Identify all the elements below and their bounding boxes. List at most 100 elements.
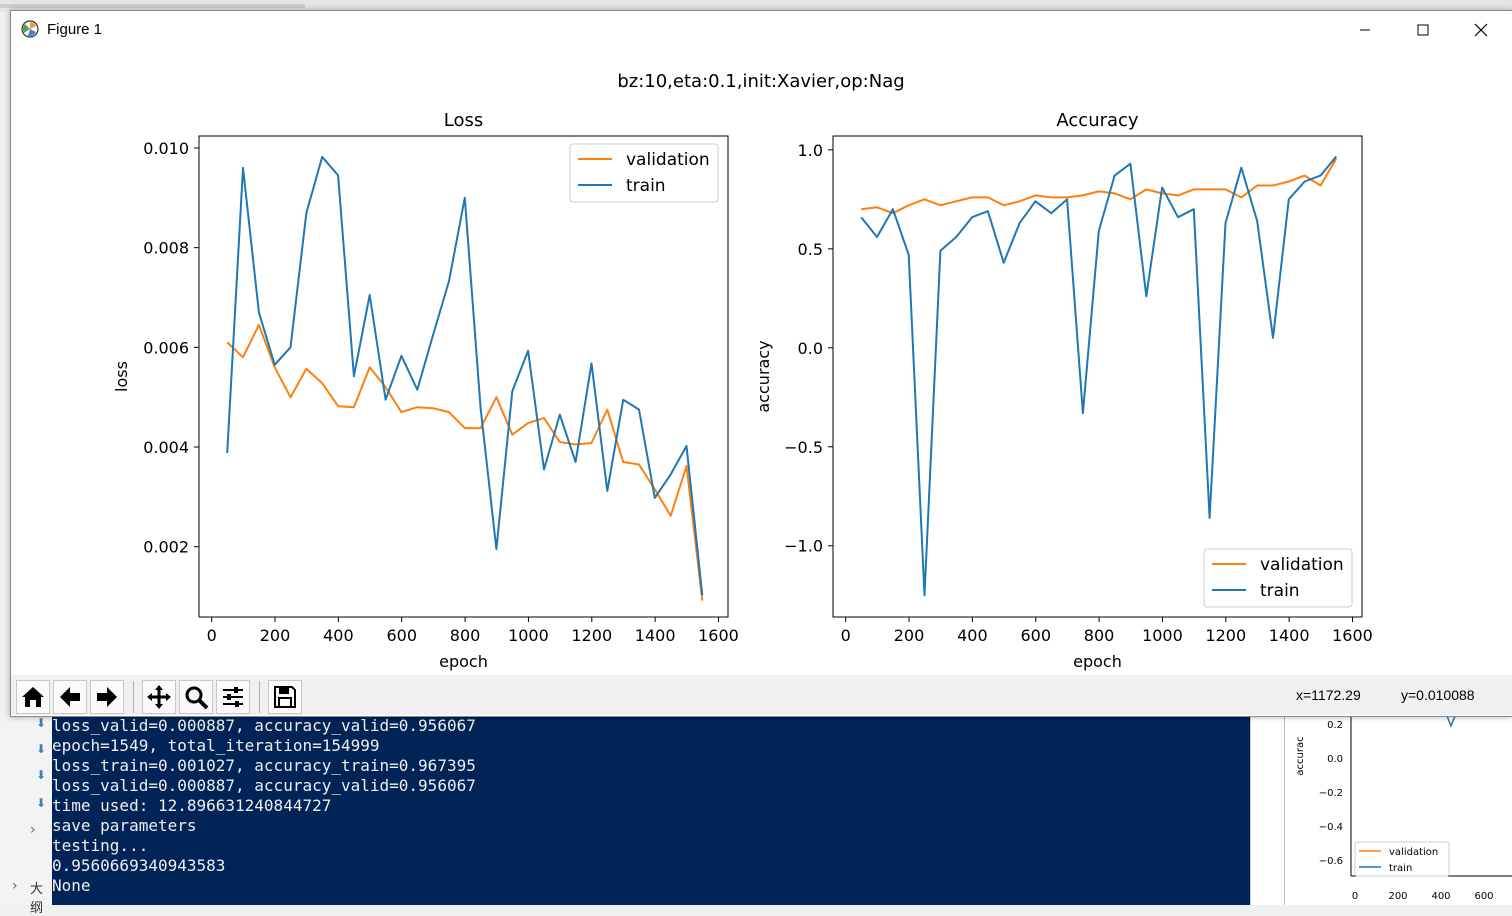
figure-canvas[interactable]: bz:10,eta:0.1,init:Xavier,op:Nag Loss 0 20… bbox=[11, 49, 1512, 675]
chart-1-ytick-label: 0.0 bbox=[798, 339, 823, 358]
arrow-down-marker-icon: ⬇ bbox=[36, 796, 47, 810]
mini-ylabel: accurac bbox=[1295, 736, 1306, 775]
window-title: Figure 1 bbox=[47, 21, 103, 38]
chart-1-xtick-label: 800 bbox=[1084, 626, 1115, 645]
zoom-button[interactable] bbox=[179, 680, 213, 714]
pan-icon bbox=[147, 685, 171, 709]
console-line: None bbox=[52, 876, 91, 895]
chart-1-ytick-label: 1.0 bbox=[798, 141, 823, 160]
mini-xtick: 200 bbox=[1388, 891, 1407, 902]
ide-side-gutter: ⬇ ⬇ ⬇ ⬇ › › 大纲 bbox=[0, 716, 52, 916]
mini-ytick: −0.2 bbox=[1319, 788, 1343, 799]
chart-0-xtick-label: 1200 bbox=[571, 626, 612, 645]
mini-xtick: 0 bbox=[1352, 891, 1358, 902]
maximize-button[interactable] bbox=[1394, 11, 1452, 49]
close-button[interactable] bbox=[1452, 11, 1510, 49]
window-titlebar[interactable]: Figure 1 bbox=[11, 11, 1512, 49]
mini-ytick: 0.2 bbox=[1327, 720, 1343, 731]
chart-0-xlabel: epoch bbox=[439, 652, 488, 671]
cursor-y-readout: y=0.010088 bbox=[1401, 687, 1475, 703]
chart-0-xtick-label: 200 bbox=[260, 626, 291, 645]
chart-1-title: Accuracy bbox=[1056, 110, 1139, 131]
home-button[interactable] bbox=[16, 680, 50, 714]
cursor-x-readout: x=1172.29 bbox=[1296, 687, 1361, 703]
figure-svg[interactable]: bz:10,eta:0.1,init:Xavier,op:Nag Loss 0 20… bbox=[11, 49, 1512, 675]
chevron-right-icon[interactable]: › bbox=[30, 822, 36, 838]
chart-0-ytick-label: 0.006 bbox=[143, 338, 189, 357]
chart-0-ytick-label: 0.004 bbox=[143, 438, 189, 457]
outline-label[interactable]: 大纲 bbox=[30, 882, 44, 916]
save-button[interactable] bbox=[268, 680, 302, 714]
save-icon bbox=[274, 686, 296, 708]
toolbar-separator bbox=[133, 681, 134, 713]
configure-subplots-button[interactable] bbox=[216, 680, 250, 714]
chart-0-ytick-label: 0.008 bbox=[143, 239, 189, 258]
console-line: loss_train=0.001027, accuracy_train=0.96… bbox=[52, 756, 476, 775]
chart-0-xtick-label: 800 bbox=[450, 626, 481, 645]
pan-button[interactable] bbox=[142, 680, 176, 714]
figure-suptitle: bz:10,eta:0.1,init:Xavier,op:Nag bbox=[617, 71, 904, 92]
mini-ytick: −0.6 bbox=[1319, 856, 1343, 867]
toolbar-separator bbox=[259, 681, 260, 713]
chart-0-legend-label-validation: validation bbox=[626, 150, 710, 170]
chart-0-xtick-label: 1000 bbox=[508, 626, 549, 645]
chart-0-series-train-line bbox=[226, 155, 704, 596]
chart-0-legend-label-train: train bbox=[626, 176, 666, 196]
background-window-strip bbox=[0, 0, 1512, 12]
mini-ytick: −0.4 bbox=[1319, 822, 1343, 833]
editor-gutter bbox=[1250, 716, 1285, 905]
mini-xtick: 400 bbox=[1431, 891, 1450, 902]
chart-0-ylabel: loss bbox=[112, 361, 131, 392]
navigation-toolbar: x=1172.29 y=0.010088 bbox=[11, 675, 1512, 715]
chart-1-ytick-label: −0.5 bbox=[784, 438, 823, 457]
chart-1-legend-label-validation: validation bbox=[1260, 555, 1344, 575]
arrow-down-marker-icon: ⬇ bbox=[36, 768, 47, 782]
chart-1-legend-label-train: train bbox=[1260, 581, 1300, 601]
maximize-icon bbox=[1417, 24, 1429, 36]
console-line: testing... bbox=[52, 836, 149, 855]
chart-1-xtick-label: 0 bbox=[841, 626, 851, 645]
mini-ytick: 0.0 bbox=[1327, 754, 1343, 765]
chart-0-xtick-label: 1600 bbox=[698, 626, 739, 645]
chart-1-xlabel: epoch bbox=[1073, 652, 1122, 671]
chart-1-xtick-label: 600 bbox=[1020, 626, 1051, 645]
chart-1-xtick-label: 400 bbox=[957, 626, 988, 645]
terminal-console[interactable]: loss_valid=0.000887, accuracy_valid=0.95… bbox=[52, 716, 1250, 905]
chart-1-axes-frame bbox=[832, 135, 1363, 618]
chart-1-xtick-label: 1400 bbox=[1269, 626, 1310, 645]
minimize-icon bbox=[1360, 29, 1370, 31]
back-button[interactable] bbox=[53, 680, 87, 714]
chart-0-xtick-label: 0 bbox=[207, 626, 217, 645]
chart-0-ytick-label: 0.010 bbox=[143, 139, 189, 158]
console-line: save parameters bbox=[52, 816, 197, 835]
chevron-right-icon[interactable]: › bbox=[12, 878, 18, 894]
configure-subplots-icon bbox=[223, 687, 243, 707]
chart-1-xtick-label: 1200 bbox=[1205, 626, 1246, 645]
forward-button[interactable] bbox=[90, 680, 124, 714]
console-line: loss_valid=0.000887, accuracy_valid=0.95… bbox=[52, 716, 476, 735]
mini-legend-validation: validation bbox=[1389, 847, 1438, 858]
chart-1-series-validation-line bbox=[861, 158, 1338, 215]
forward-arrow-icon bbox=[97, 687, 117, 707]
back-arrow-icon bbox=[60, 687, 80, 707]
mini-plot-svg: accurac 0.2 0.0 −0.2 −0.4 −0.6 validatio… bbox=[1295, 715, 1512, 902]
minimize-button[interactable] bbox=[1336, 11, 1394, 49]
close-icon bbox=[1474, 23, 1488, 37]
arrow-down-marker-icon: ⬇ bbox=[36, 742, 47, 756]
figure-window: Figure 1 bz:10,eta:0.1,init:Xavier,op:Na… bbox=[10, 10, 1512, 717]
chart-0-title: Loss bbox=[444, 110, 483, 131]
chart-0-series-validation-line bbox=[226, 323, 704, 601]
chart-0-axes-frame bbox=[198, 135, 729, 618]
chart-1-ytick-label: 0.5 bbox=[798, 240, 823, 259]
chart-1-xtick-label: 1000 bbox=[1142, 626, 1183, 645]
chart-0-ytick-label: 0.002 bbox=[143, 538, 189, 557]
console-line: epoch=1549, total_iteration=154999 bbox=[52, 736, 380, 755]
home-icon bbox=[22, 687, 44, 707]
mini-plot-preview: accurac 0.2 0.0 −0.2 −0.4 −0.6 validatio… bbox=[1284, 715, 1512, 905]
console-line: 0.9560669340943583 bbox=[52, 856, 226, 875]
chart-1-xtick-label: 1600 bbox=[1332, 626, 1373, 645]
matplotlib-logo-icon bbox=[21, 20, 39, 38]
chart-1-series-train-line bbox=[860, 155, 1338, 597]
zoom-icon bbox=[185, 686, 209, 710]
mini-legend-train: train bbox=[1389, 863, 1412, 874]
